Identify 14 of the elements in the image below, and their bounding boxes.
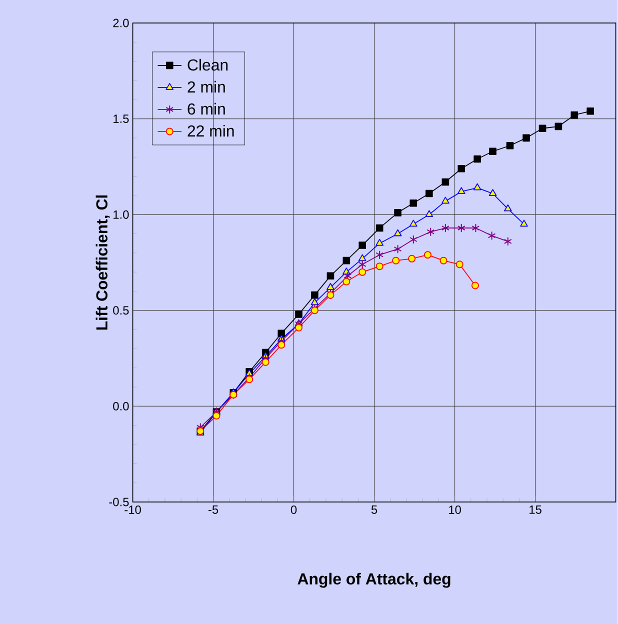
y-tick-label: 2.0 — [113, 18, 129, 28]
y-tick-label: 0.5 — [113, 306, 129, 315]
x-axis-title: Angle of Attack, deg — [298, 572, 450, 588]
y-axis-title: Lift Coefficient, Cl — [96, 195, 110, 330]
y-tick-label: -0.5 — [109, 498, 129, 506]
x-tick-label: 10 — [449, 506, 462, 514]
x-tick-label: -10 — [124, 506, 142, 514]
x-tick-label: -5 — [208, 506, 218, 514]
x-tick-label: 15 — [530, 506, 542, 514]
x-tick-label: 5 — [372, 506, 378, 514]
y-tick-label: 0.0 — [113, 402, 129, 410]
y-tick-label: 1.5 — [114, 114, 129, 123]
x-tick-label: 0 — [291, 506, 297, 514]
y-tick-label: 1.0 — [114, 210, 129, 219]
